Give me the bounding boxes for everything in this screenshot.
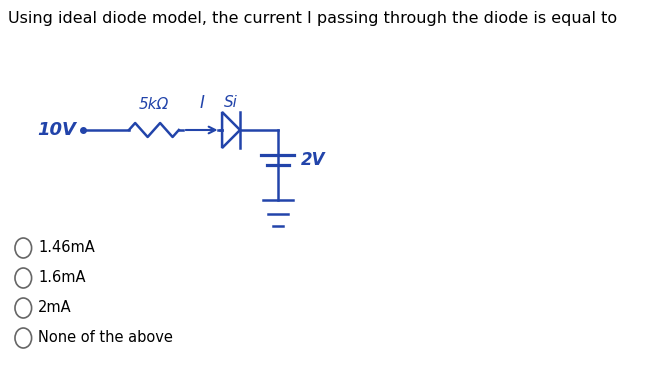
Text: 1.46mA: 1.46mA bbox=[39, 240, 95, 255]
Text: 10V: 10V bbox=[38, 121, 77, 139]
Text: 5kΩ: 5kΩ bbox=[139, 97, 169, 112]
Text: None of the above: None of the above bbox=[39, 331, 173, 346]
Text: Using ideal diode model, the current I passing through the diode is equal to: Using ideal diode model, the current I p… bbox=[9, 10, 617, 25]
Text: 1.6mA: 1.6mA bbox=[39, 270, 86, 285]
Text: 2V: 2V bbox=[301, 151, 326, 169]
Text: Si: Si bbox=[224, 95, 238, 110]
Text: I: I bbox=[199, 94, 204, 112]
Text: 2mA: 2mA bbox=[39, 301, 72, 316]
